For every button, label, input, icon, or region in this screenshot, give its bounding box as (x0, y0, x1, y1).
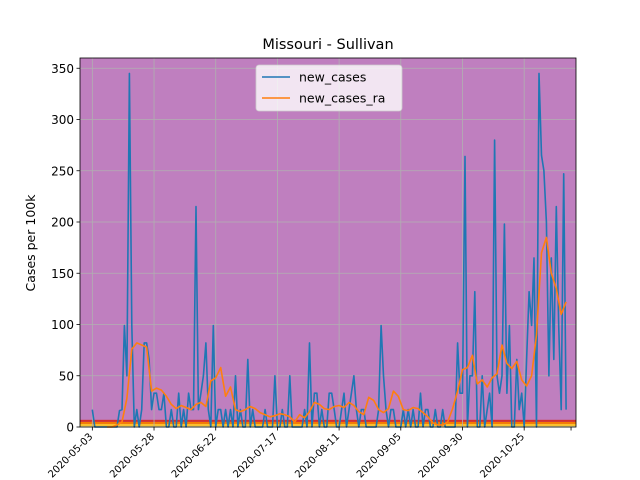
chart-title: Missouri - Sullivan (262, 37, 393, 53)
legend-label-new_cases_ra: new_cases_ra (299, 91, 385, 106)
legend-label-new_cases: new_cases (299, 70, 366, 85)
y-tick-label: 150 (51, 267, 74, 281)
threshold-band-2 (80, 423, 576, 426)
legend-box (255, 64, 403, 112)
y-tick-label: 350 (51, 62, 74, 76)
y-axis-label: Cases per 100k (23, 194, 38, 292)
threshold-band-1 (80, 425, 576, 427)
y-tick-label: 200 (51, 216, 74, 230)
series-line-new_cases (91, 72, 567, 428)
axes-frame (79, 57, 577, 428)
series-line-new_cases_ra (107, 236, 567, 428)
threshold-band-3 (80, 421, 576, 424)
y-tick-label: 0 (66, 421, 74, 435)
y-tick-label: 50 (59, 369, 74, 383)
y-tick-label: 300 (51, 113, 74, 127)
y-tick-label: 250 (51, 164, 74, 178)
y-tick-label: 100 (51, 318, 74, 332)
